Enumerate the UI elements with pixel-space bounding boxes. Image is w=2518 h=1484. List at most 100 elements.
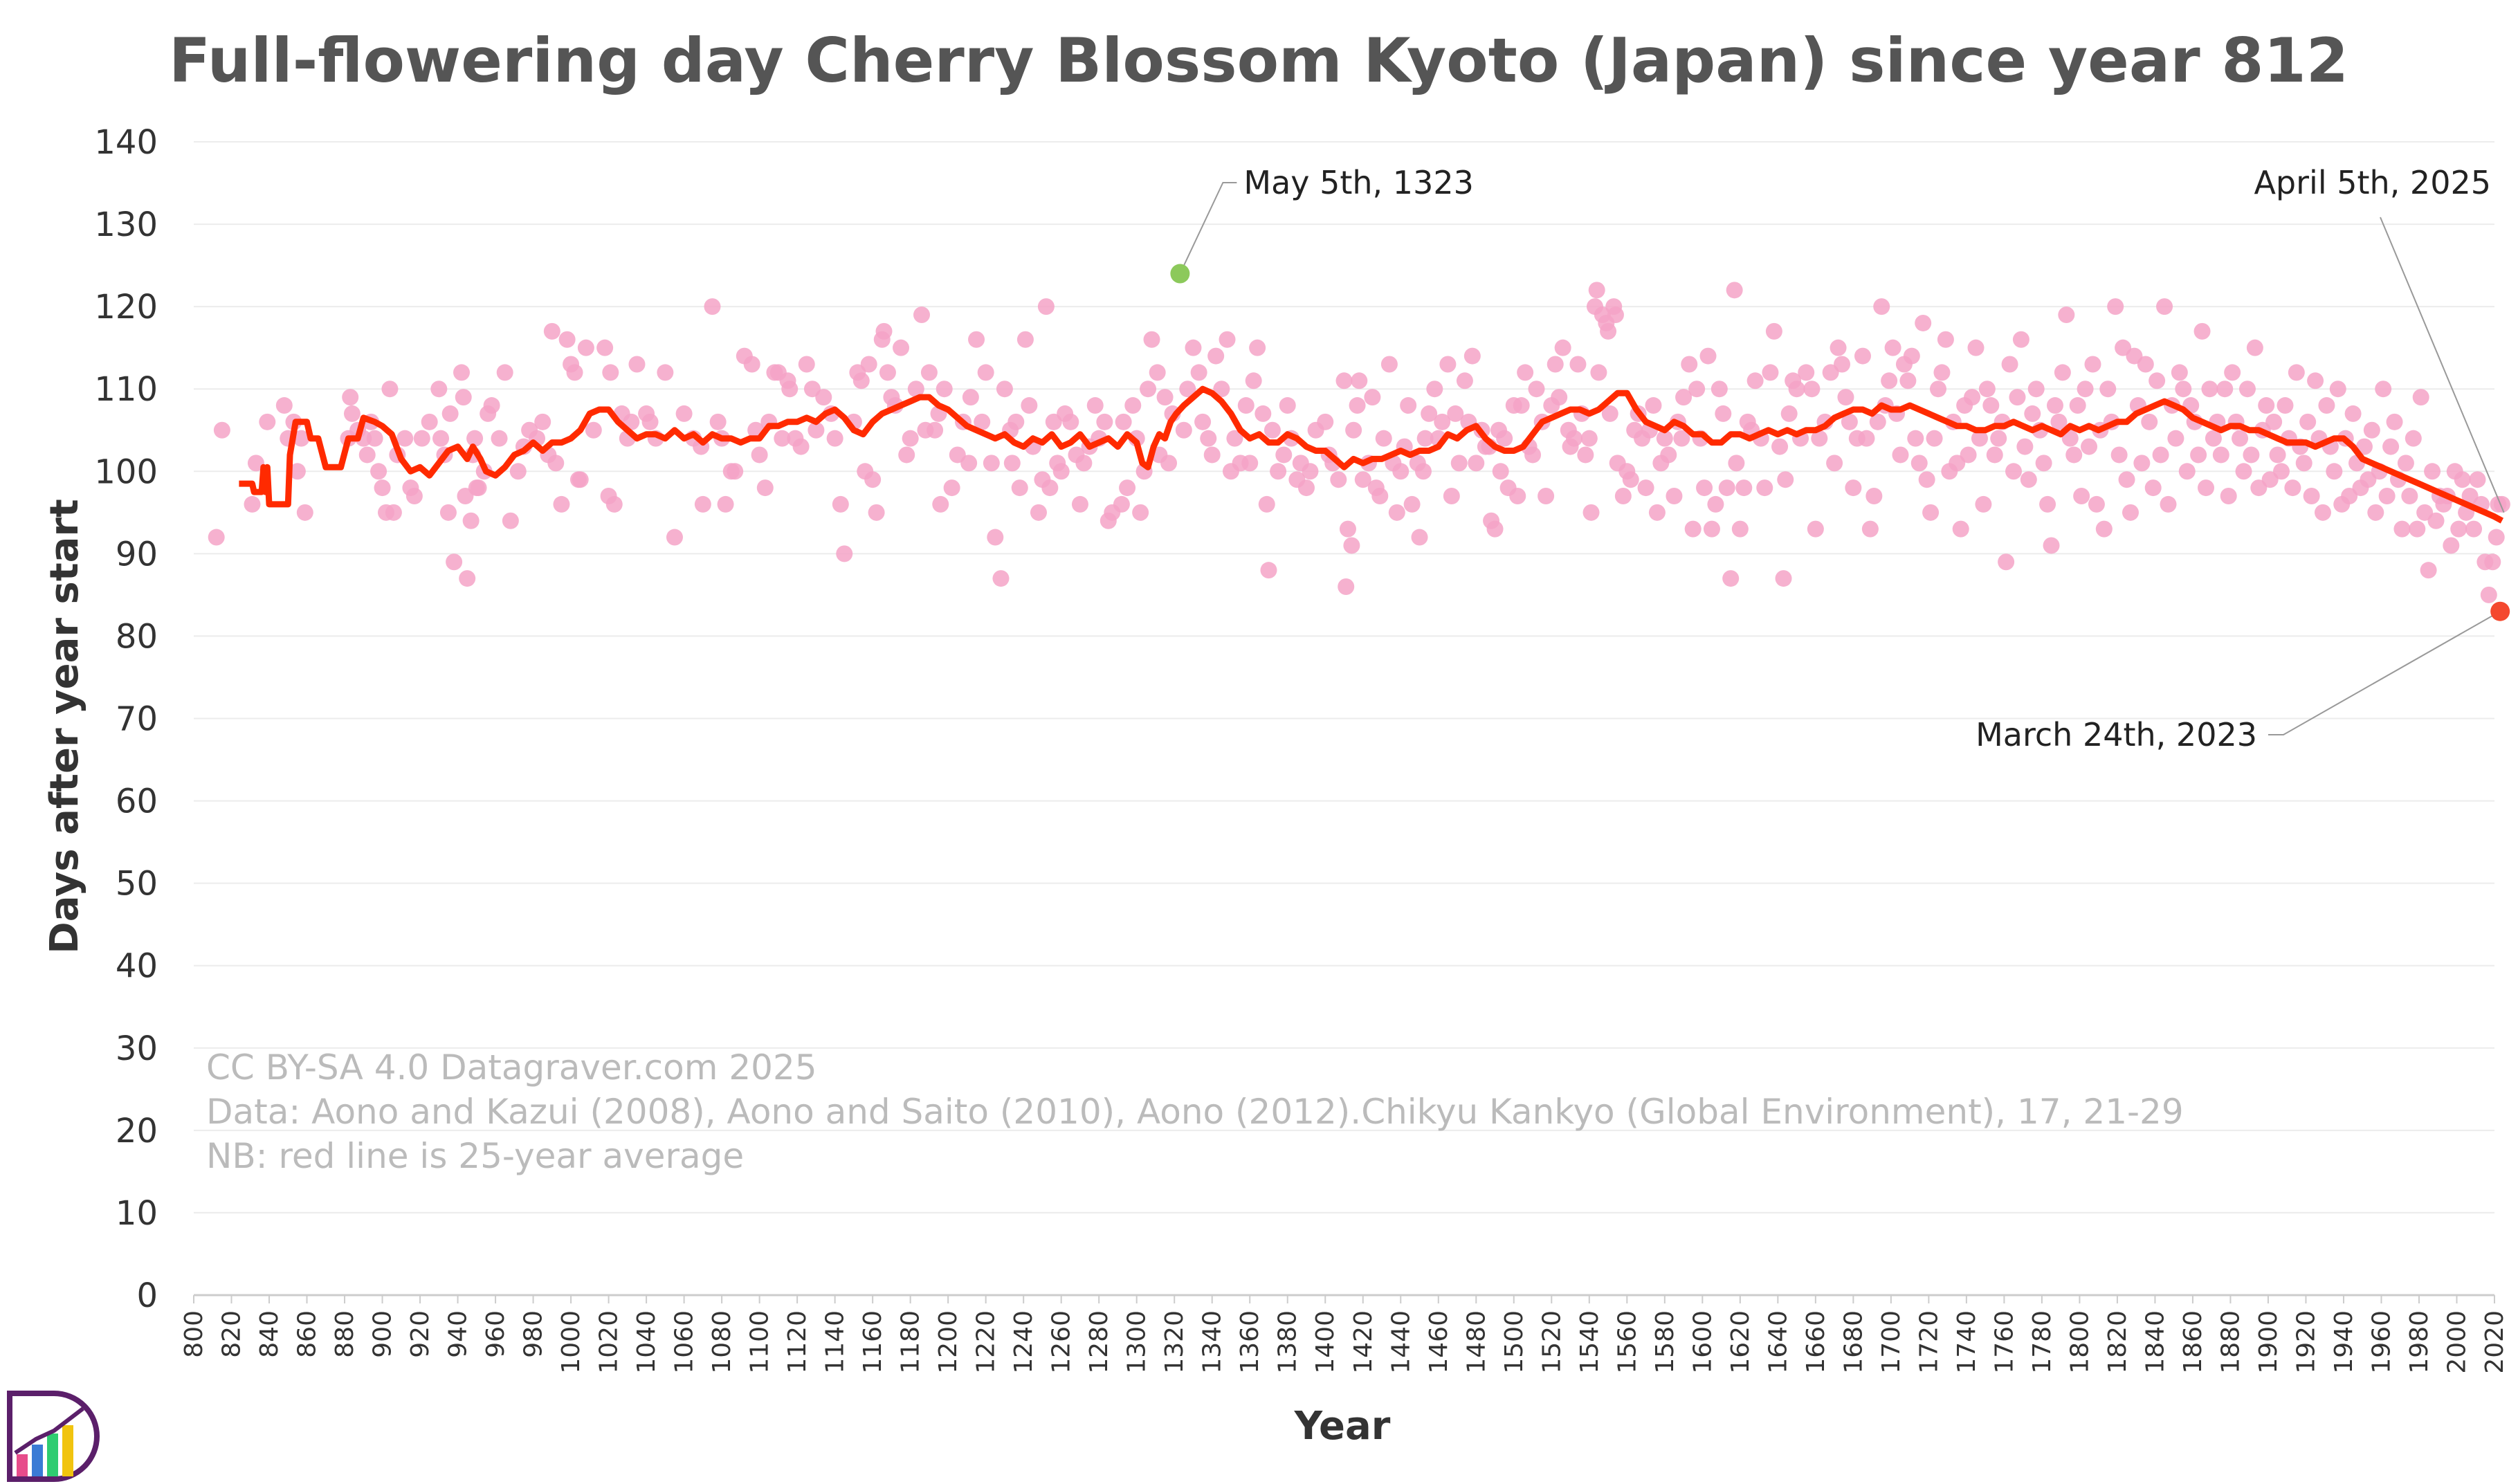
x-tick-label: 960 bbox=[482, 1310, 510, 1358]
data-point bbox=[1547, 356, 1564, 373]
data-point bbox=[1967, 339, 1985, 356]
data-point bbox=[1731, 520, 1749, 538]
data-point bbox=[1930, 381, 1947, 398]
credit-license: CC BY-SA 4.0 Datagraver.com 2025 bbox=[206, 1047, 817, 1088]
data-point bbox=[453, 364, 471, 381]
data-point bbox=[2065, 446, 2083, 464]
data-point bbox=[704, 298, 721, 315]
data-point bbox=[259, 413, 276, 430]
x-tick-label: 1940 bbox=[2330, 1310, 2358, 1374]
data-point bbox=[1673, 430, 1690, 447]
data-point bbox=[572, 471, 589, 488]
data-point bbox=[2412, 389, 2429, 406]
data-point bbox=[792, 438, 810, 455]
data-point bbox=[932, 495, 949, 513]
chart-title: Full-flowering day Cherry Blossom Kyoto … bbox=[169, 25, 2348, 96]
data-point bbox=[1143, 331, 1160, 348]
data-point bbox=[1580, 430, 1598, 447]
x-tick-label: 920 bbox=[406, 1310, 435, 1358]
data-point bbox=[2235, 463, 2252, 480]
data-point bbox=[366, 430, 383, 447]
data-point bbox=[860, 356, 877, 373]
data-point bbox=[2307, 372, 2324, 390]
data-point bbox=[2355, 438, 2373, 455]
data-point bbox=[960, 455, 978, 472]
data-point bbox=[1952, 520, 1969, 538]
data-point bbox=[727, 463, 744, 480]
data-point bbox=[1590, 364, 1607, 381]
x-tick-label: 1920 bbox=[2292, 1310, 2320, 1374]
data-point bbox=[1903, 347, 1920, 365]
data-point bbox=[1392, 463, 1409, 480]
annotation-leader bbox=[2268, 610, 2501, 735]
data-point bbox=[913, 306, 931, 324]
data-point bbox=[943, 479, 960, 497]
y-tick-label: 120 bbox=[94, 288, 158, 327]
data-point bbox=[496, 364, 513, 381]
x-tick-label: 1300 bbox=[1123, 1310, 1151, 1374]
data-point bbox=[439, 504, 457, 521]
x-tick-label: 1060 bbox=[670, 1310, 699, 1374]
data-point bbox=[1115, 413, 1132, 430]
data-point bbox=[1554, 339, 1571, 356]
data-point bbox=[1434, 413, 1451, 430]
average-line bbox=[239, 385, 2504, 524]
data-point bbox=[962, 389, 979, 406]
data-point bbox=[2118, 471, 2135, 488]
data-point bbox=[2405, 430, 2422, 447]
data-point bbox=[1443, 488, 1460, 505]
data-point bbox=[470, 479, 487, 497]
x-tick-label: 1140 bbox=[821, 1310, 850, 1374]
data-point bbox=[709, 413, 727, 430]
data-point bbox=[1600, 322, 1617, 340]
x-tick-label: 1200 bbox=[934, 1310, 963, 1374]
data-point bbox=[1096, 413, 1113, 430]
data-point bbox=[1873, 298, 1890, 315]
data-point bbox=[483, 397, 500, 414]
data-point bbox=[1788, 381, 1805, 398]
data-point bbox=[2469, 471, 2486, 488]
y-tick-label: 90 bbox=[116, 535, 158, 574]
data-point bbox=[1601, 405, 1618, 422]
data-point bbox=[2424, 463, 2441, 480]
data-point bbox=[1861, 520, 1879, 538]
x-tick-label: 860 bbox=[293, 1310, 322, 1358]
x-tick-label: 1040 bbox=[632, 1310, 661, 1374]
data-point bbox=[602, 364, 619, 381]
data-point bbox=[1447, 405, 1464, 422]
highlight-point-max bbox=[1170, 264, 1190, 284]
data-point bbox=[2303, 488, 2320, 505]
x-tick-label: 1180 bbox=[897, 1310, 925, 1374]
data-point bbox=[774, 430, 791, 447]
data-point bbox=[1538, 488, 1555, 505]
data-point bbox=[1798, 364, 1815, 381]
data-point bbox=[2035, 455, 2052, 472]
x-tick-label: 1320 bbox=[1160, 1310, 1189, 1374]
credits: CC BY-SA 4.0 Datagraver.com 2025 Data: A… bbox=[206, 1047, 2184, 1176]
data-point bbox=[1249, 339, 1266, 356]
x-tick-label: 1660 bbox=[1802, 1310, 1830, 1374]
data-point bbox=[1421, 405, 1438, 422]
data-point bbox=[1775, 570, 1792, 587]
data-point bbox=[247, 455, 264, 472]
data-point bbox=[2137, 356, 2154, 373]
data-point bbox=[641, 413, 659, 430]
data-point bbox=[1978, 381, 1996, 398]
data-point bbox=[2216, 381, 2234, 398]
data-point bbox=[1735, 479, 1753, 497]
data-point bbox=[2156, 298, 2173, 315]
annotation-min-label: March 24th, 2023 bbox=[1976, 716, 2257, 753]
data-point bbox=[1052, 463, 1070, 480]
data-point bbox=[1119, 479, 1136, 497]
data-point bbox=[1338, 578, 1355, 595]
data-point bbox=[432, 430, 450, 447]
data-point bbox=[553, 495, 570, 513]
x-tick-label: 1860 bbox=[2179, 1310, 2207, 1374]
data-point bbox=[2122, 504, 2139, 521]
data-point bbox=[213, 421, 230, 439]
data-point bbox=[1884, 339, 1901, 356]
data-point bbox=[1837, 389, 1854, 406]
data-point bbox=[927, 421, 944, 439]
data-point bbox=[2099, 381, 2117, 398]
data-point bbox=[1746, 372, 1764, 390]
